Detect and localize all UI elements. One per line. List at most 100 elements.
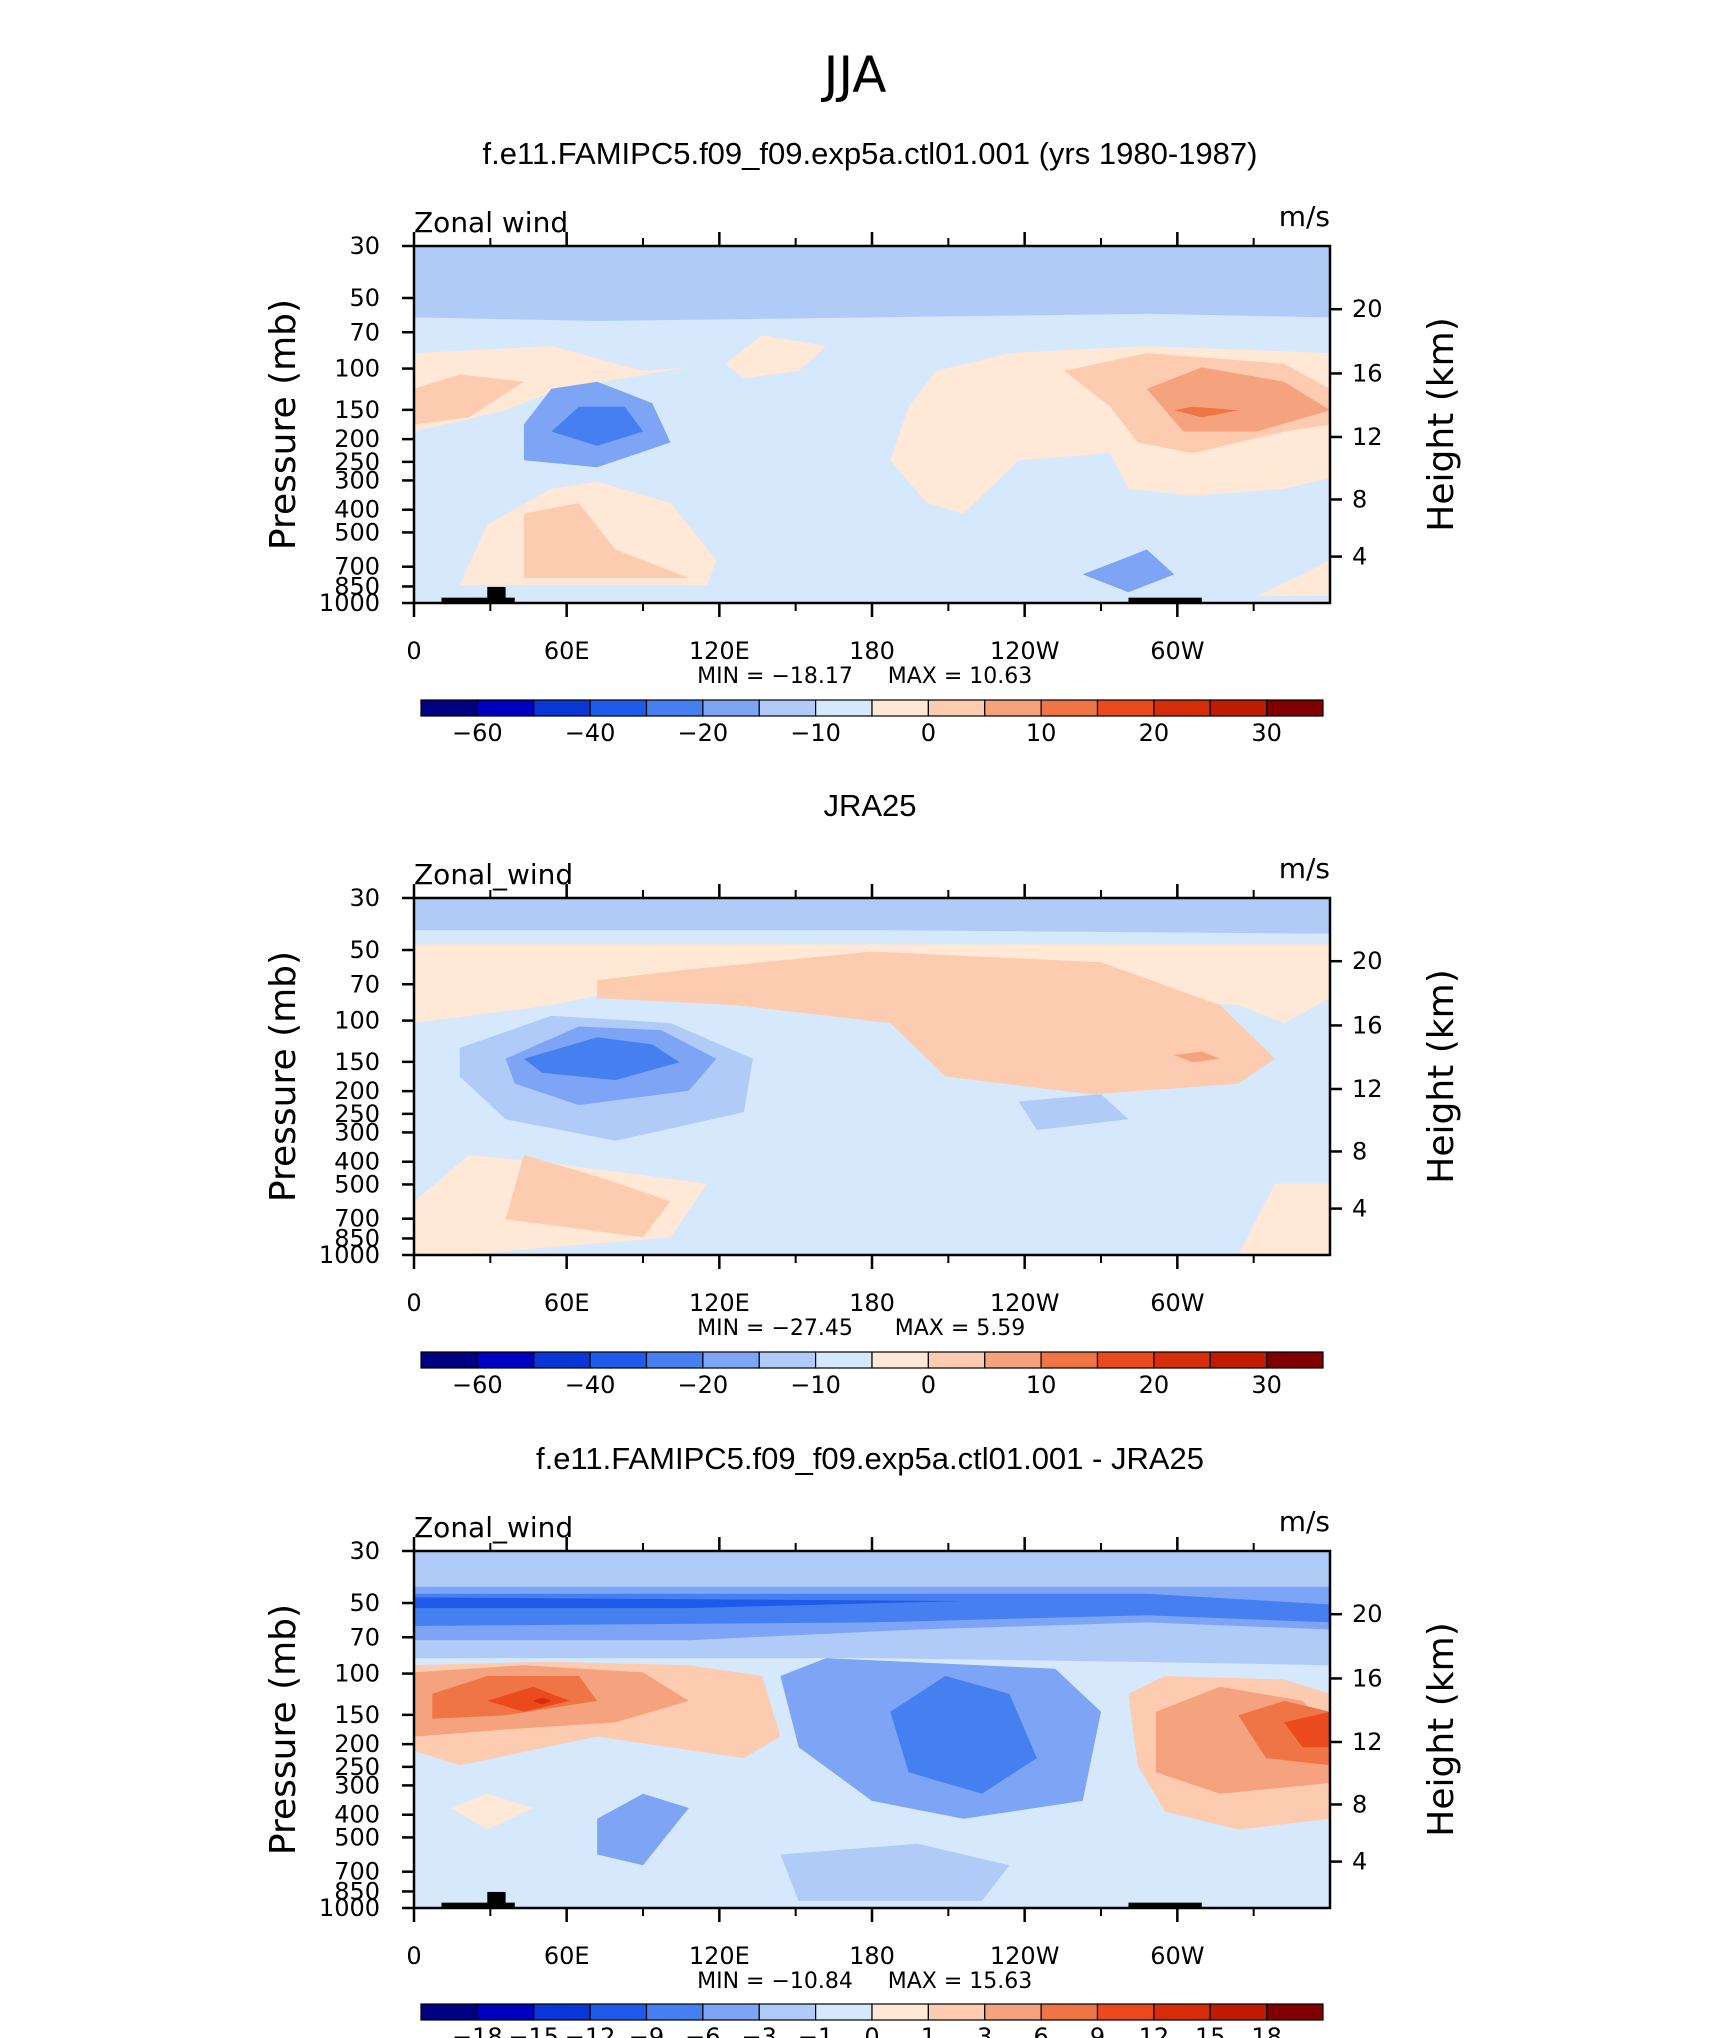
y-tick-label: 70	[349, 318, 380, 346]
y-tick-label: 250	[334, 448, 380, 476]
colorbar-swatch	[533, 2003, 591, 2021]
colorbar-swatch	[1040, 1351, 1099, 1369]
y-tick-label: 150	[334, 1701, 380, 1729]
x-tick-label: 180	[849, 637, 895, 665]
y2-tick-label: 12	[1352, 1075, 1383, 1103]
terrain-mask	[487, 586, 506, 603]
variable-label: Zonal_wind	[414, 1511, 573, 1544]
colorbar-label: −60	[452, 1371, 503, 1399]
y-tick-label: 70	[349, 1623, 380, 1651]
contour-region	[523, 1037, 680, 1081]
colorbar-swatch	[1266, 2003, 1324, 2021]
y-tick-label: 200	[334, 425, 380, 453]
contour-region	[597, 951, 1275, 1095]
y-tick-label: 70	[349, 970, 380, 998]
panel-title: f.e11.FAMIPC5.f09_f09.exp5a.ctl01.001 (y…	[483, 136, 1258, 171]
contour-region	[450, 1793, 534, 1830]
x-tick-label: 60E	[544, 1942, 590, 1970]
y-tick-label: 700	[334, 553, 380, 581]
colorbar-swatch	[1209, 1351, 1268, 1369]
y-tick-label: 300	[334, 1771, 380, 1799]
y-tick-label: 1000	[319, 1894, 380, 1922]
colorbar-swatch	[702, 1351, 760, 1369]
colorbar-label: −60	[452, 719, 503, 747]
colorbar-swatch	[927, 699, 986, 717]
x-tick-label: 60W	[1150, 637, 1204, 665]
y-tick-label: 100	[334, 355, 380, 383]
terrain-mask	[441, 1902, 515, 1908]
y-tick-label: 400	[334, 1801, 380, 1829]
colorbar-label: −6	[685, 2023, 720, 2038]
colorbar-swatch	[1209, 2003, 1268, 2021]
max-label: MAX = 10.63	[888, 664, 1033, 689]
colorbar-swatch	[871, 1351, 929, 1369]
y2-tick-label: 16	[1352, 359, 1383, 387]
colorbar-swatch	[420, 699, 478, 717]
y-tick-label: 1000	[319, 589, 380, 617]
colorbar-label: 10	[1026, 719, 1057, 747]
units-label: m/s	[1279, 852, 1330, 885]
contour-region	[505, 1155, 671, 1238]
y-tick-label: 50	[349, 936, 380, 964]
colorbar-label: −18	[452, 2023, 503, 2038]
y-tick-label: 250	[334, 1753, 380, 1781]
contour-region	[1284, 1711, 1330, 1748]
contour-region	[1082, 549, 1175, 593]
colorbar-swatch	[1153, 2003, 1211, 2021]
max-label: MAX = 15.63	[888, 1969, 1033, 1994]
colorbar-label: 30	[1251, 1371, 1282, 1399]
colorbar-swatch	[589, 2003, 648, 2021]
y-axis-label: Pressure (mb)	[263, 1604, 304, 1855]
contour-region	[1238, 1854, 1330, 1908]
variable-label: Zonal wind	[414, 206, 568, 239]
y-tick-label: 250	[334, 1100, 380, 1128]
colorbar-label: −40	[565, 1371, 616, 1399]
y-tick-label: 700	[334, 1858, 380, 1886]
contour-region	[551, 406, 643, 446]
colorbar-swatch	[645, 699, 704, 717]
x-tick-label: 180	[849, 1289, 895, 1317]
colorbar-label: 10	[1026, 1371, 1057, 1399]
terrain-mask	[1128, 597, 1202, 603]
y2-tick-label: 20	[1352, 947, 1383, 975]
terrain-mask	[1128, 1902, 1202, 1908]
colorbar: −60 −40 −20 −10 0 10 20 30	[420, 1351, 1324, 1399]
colorbar-label: 15	[1195, 2023, 1226, 2038]
y2-tick-label: 8	[1352, 1137, 1367, 1165]
contour-region	[1238, 1700, 1330, 1766]
y-tick-label: 100	[334, 1007, 380, 1035]
colorbar-label: −1	[798, 2023, 833, 2038]
colorbar-label: 20	[1139, 719, 1170, 747]
colorbar-label: 0	[921, 1371, 936, 1399]
y-tick-label: 50	[349, 1589, 380, 1617]
y2-tick-label: 20	[1352, 1600, 1383, 1628]
panel-title: f.e11.FAMIPC5.f09_f09.exp5a.ctl01.001 - …	[536, 1441, 1204, 1476]
colorbar-swatch	[476, 1351, 535, 1369]
colorbar-label: 12	[1139, 2023, 1170, 2038]
panel-3: f.e11.FAMIPC5.f09_f09.exp5a.ctl01.001 - …	[263, 1441, 1462, 2038]
colorbar-swatch	[815, 1351, 873, 1369]
y2-axis-label: Height (km)	[1421, 1622, 1462, 1836]
terrain-mask	[441, 597, 515, 603]
x-tick-label: 60W	[1150, 1289, 1204, 1317]
min-label: MIN = −18.17	[697, 664, 853, 689]
colorbar-swatch	[589, 1351, 648, 1369]
contour-region	[1018, 1094, 1129, 1130]
colorbar-label: −10	[790, 1371, 841, 1399]
colorbar-swatch	[871, 699, 929, 717]
contour-region	[1146, 367, 1330, 432]
min-label: MIN = −27.45	[697, 1316, 853, 1341]
y-tick-label: 30	[349, 884, 380, 912]
colorbar-swatch	[871, 2003, 929, 2021]
colorbar-swatch	[1266, 699, 1324, 717]
y2-axis-label: Height (km)	[1421, 317, 1462, 531]
x-tick-label: 120E	[689, 1942, 750, 1970]
x-tick-label: 120E	[689, 637, 750, 665]
panel-title: JRA25	[823, 788, 916, 823]
y-axis-label: Pressure (mb)	[263, 299, 304, 550]
colorbar-label: −20	[678, 1371, 729, 1399]
colorbar-swatch	[1209, 699, 1268, 717]
colorbar-swatch	[984, 2003, 1042, 2021]
y-tick-label: 50	[349, 284, 380, 312]
